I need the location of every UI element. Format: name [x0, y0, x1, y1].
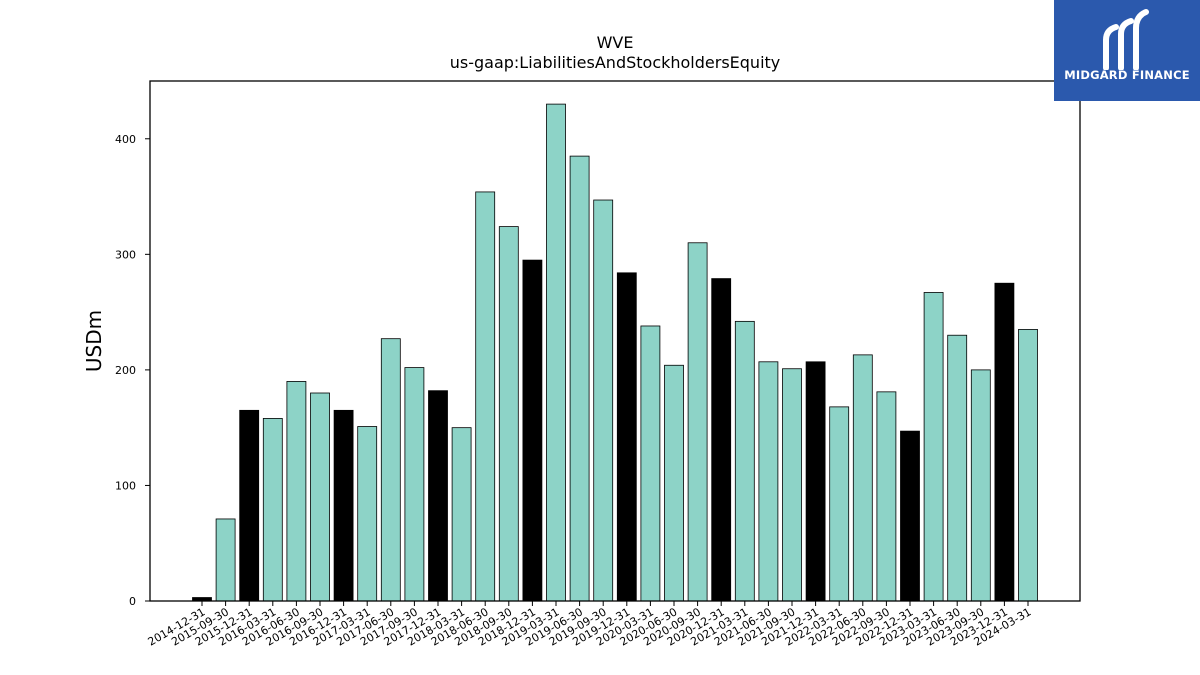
bar-2020-12-31	[711, 278, 732, 602]
bar-2017-03-31	[357, 426, 378, 602]
plot-frame	[149, 80, 1081, 602]
bars-group	[192, 103, 1038, 602]
bar-2021-03-31	[734, 320, 755, 602]
bar-2018-03-31	[451, 427, 472, 602]
y-axis-ticks: 0 100 200 300 400	[115, 133, 150, 608]
bar-2018-09-30	[498, 226, 519, 602]
bar-2018-12-31	[522, 259, 543, 602]
y-tick-label: 200	[115, 364, 136, 377]
bar-2022-03-31	[829, 406, 850, 602]
bar-2020-09-30	[687, 242, 708, 602]
bar-2020-03-31	[640, 325, 661, 602]
bar-2024-03-31	[1018, 329, 1038, 602]
bar-2023-06-30	[947, 334, 968, 602]
bar-2019-03-31	[546, 103, 566, 602]
bar-2019-06-30	[569, 155, 590, 602]
y-tick-label: 300	[115, 248, 136, 261]
bar-2019-12-31	[616, 272, 637, 602]
bar-2022-09-30	[876, 391, 897, 602]
bar-2019-09-30	[593, 199, 614, 602]
bar-2015-09-30	[215, 518, 236, 602]
bar-2022-12-31	[900, 430, 920, 602]
y-tick-label: 100	[115, 479, 136, 492]
x-axis-ticks: 2014-12-312015-09-302015-12-312016-03-31…	[146, 601, 1034, 649]
bar-2023-03-31	[923, 292, 944, 602]
bar-2020-06-30	[664, 364, 684, 602]
bar-2023-09-30	[970, 369, 991, 602]
bar-2021-12-31	[805, 361, 826, 602]
bar-2017-06-30	[380, 338, 401, 602]
bar-2016-03-31	[262, 418, 283, 602]
bar-2021-09-30	[782, 368, 802, 602]
bar-2017-12-31	[428, 390, 448, 602]
bar-2023-12-31	[994, 282, 1015, 602]
bar-2016-06-30	[286, 381, 307, 602]
chart-subtitle: us-gaap:LiabilitiesAndStockholdersEquity	[450, 53, 781, 72]
y-axis-label: USDm	[82, 310, 106, 372]
brand-logo: MIDGARD FINANCE	[1054, 0, 1200, 101]
bar-2016-12-31	[333, 409, 354, 602]
brand-name: MIDGARD FINANCE	[1064, 68, 1190, 82]
bar-2018-06-30	[475, 191, 496, 602]
y-tick-label: 0	[129, 595, 136, 608]
y-tick-label: 400	[115, 133, 136, 146]
bar-2021-06-30	[758, 361, 779, 602]
midgard-logo-icon	[1103, 9, 1149, 70]
bar-2017-09-30	[404, 367, 425, 602]
chart-title: WVE	[597, 33, 634, 52]
bar-2015-12-31	[239, 409, 260, 602]
bar-2016-09-30	[310, 392, 330, 602]
bar-2022-06-30	[852, 354, 873, 602]
